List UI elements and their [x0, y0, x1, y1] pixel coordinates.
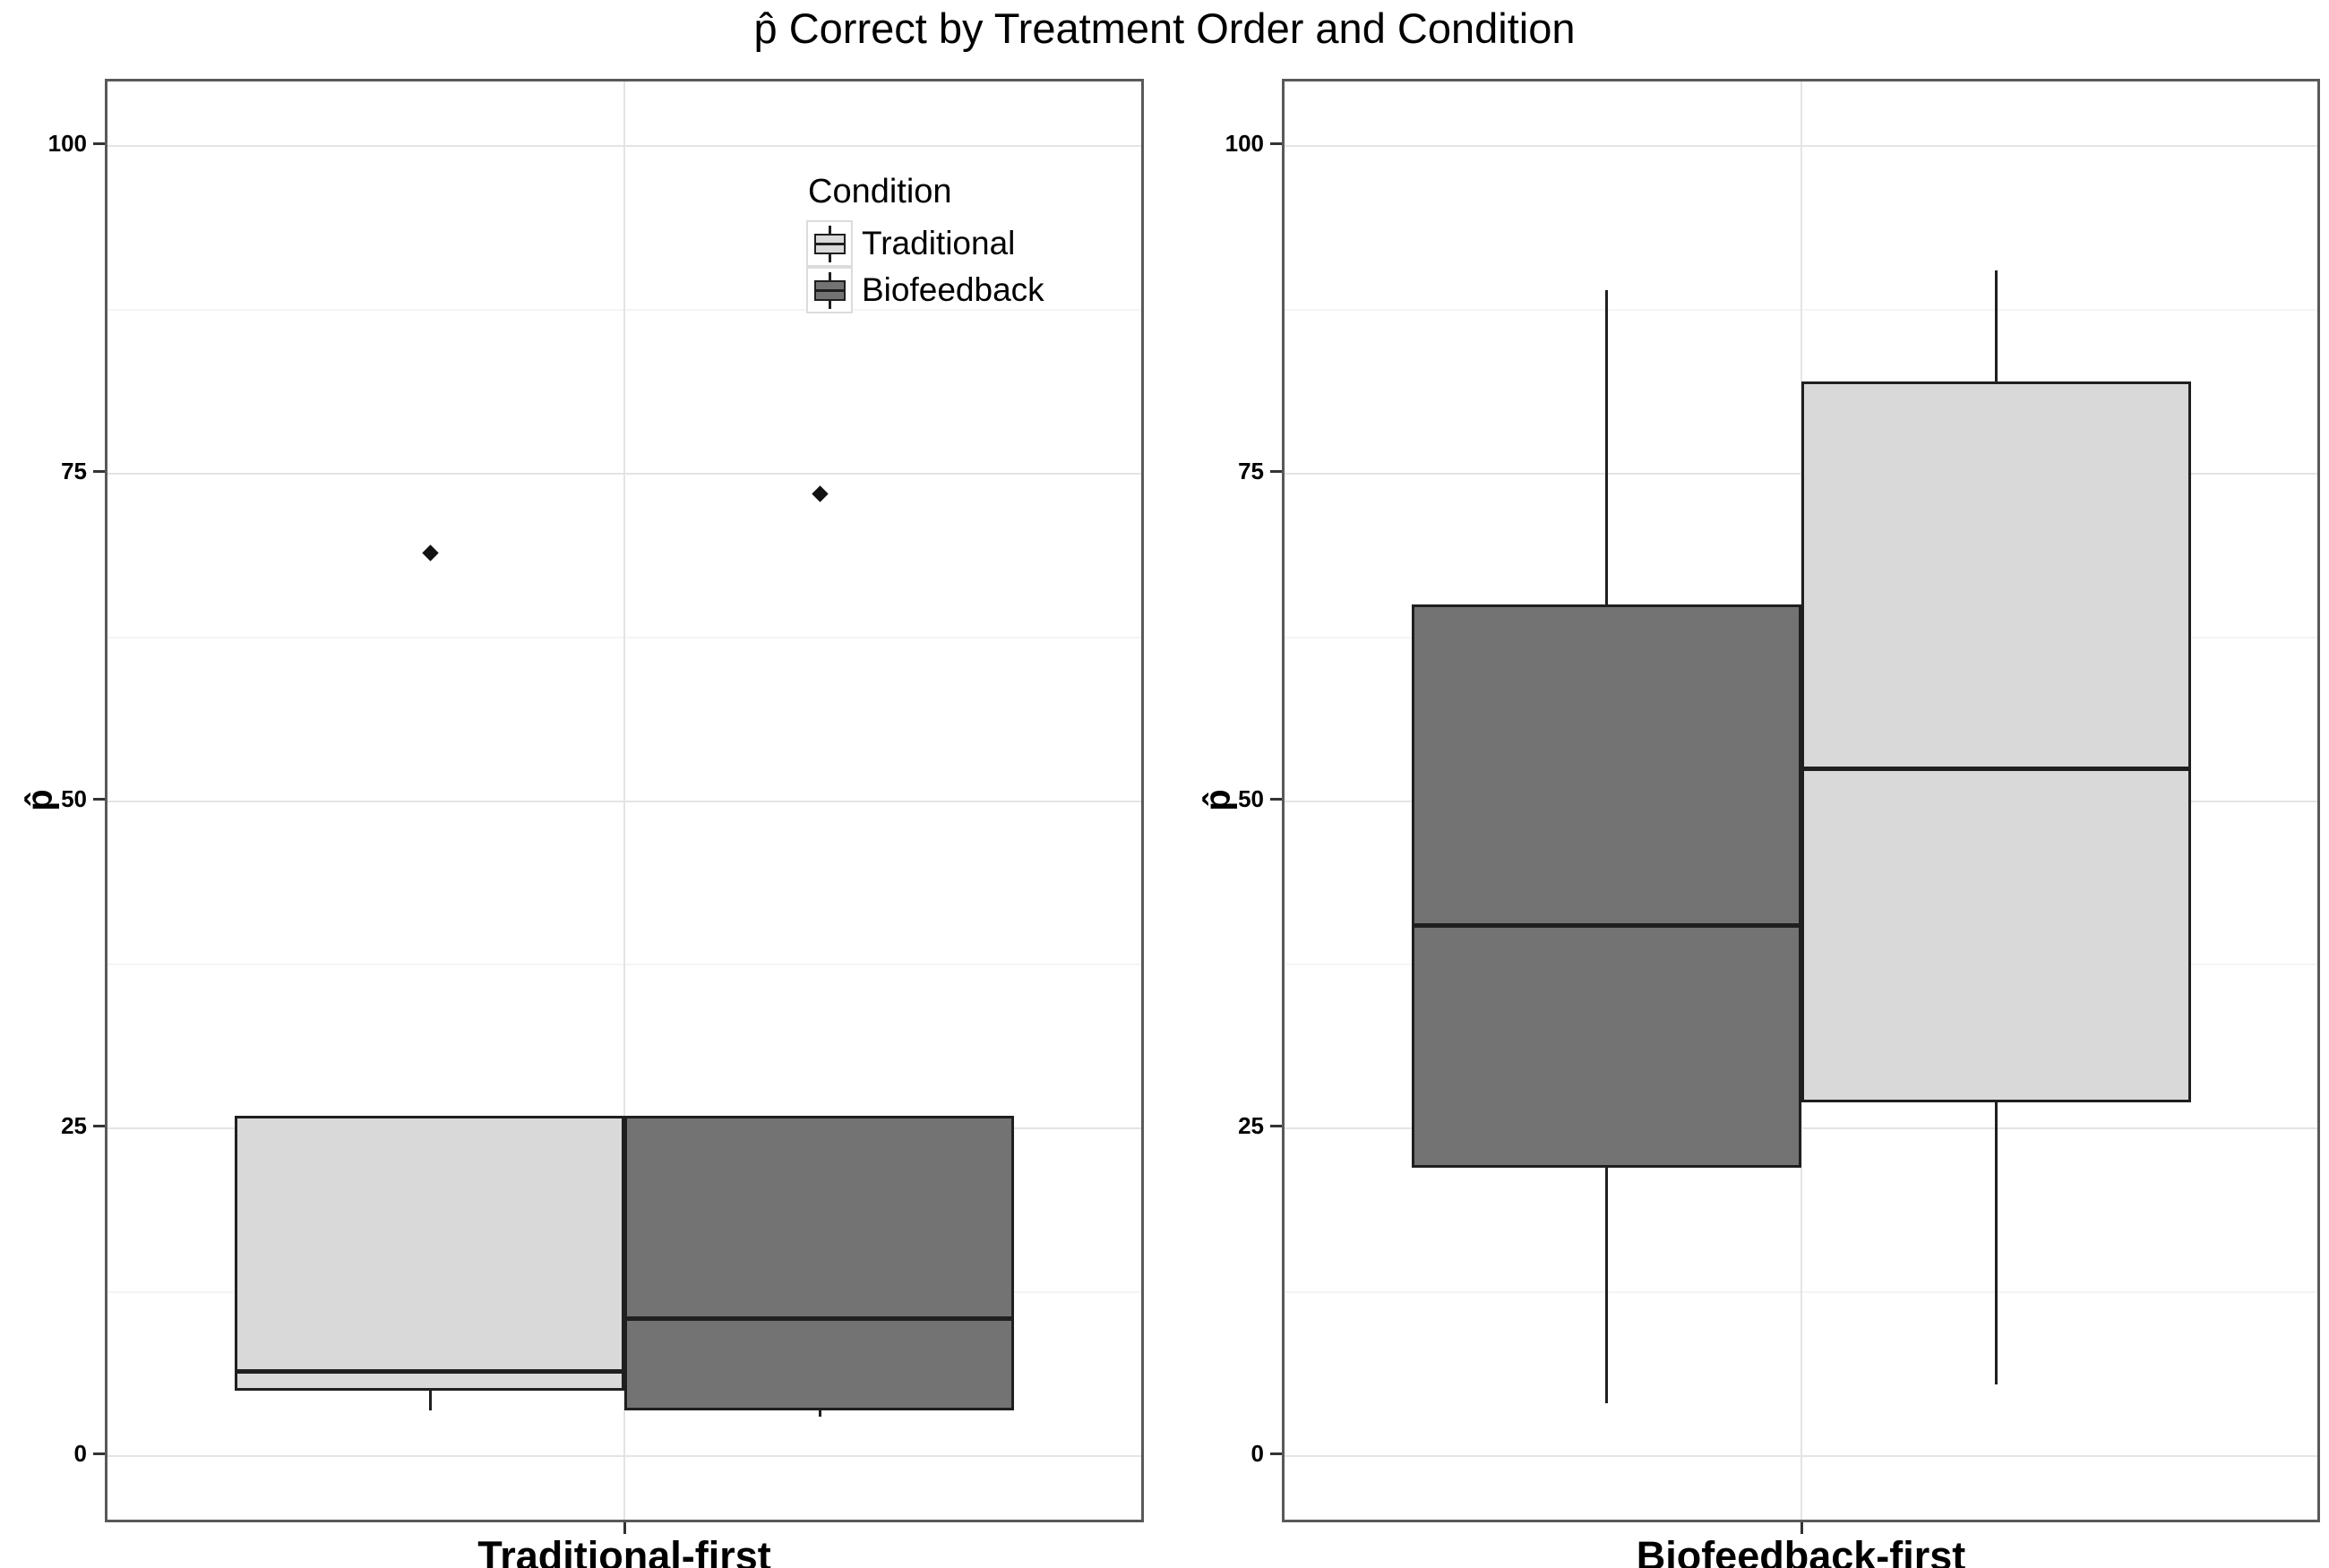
boxplot-box-traditional — [1800, 381, 2191, 1102]
y-tick-mark — [1270, 469, 1282, 473]
x-tick-mark — [1800, 1522, 1803, 1534]
y-tick-mark — [93, 1125, 105, 1128]
boxplot-box-biofeedback — [1411, 604, 1801, 1169]
chart-title: p̂ Correct by Treatment Order and Condit… — [753, 4, 1576, 52]
legend-label: Biofeedback — [862, 271, 1044, 308]
y-tick-label: 75 — [61, 457, 87, 484]
legend-key-biofeedback-icon — [806, 267, 853, 313]
legend: Condition Traditional Biofeedback — [806, 173, 1182, 313]
y-tick-label: 0 — [1250, 1440, 1264, 1467]
x-tick-mark — [623, 1522, 626, 1534]
y-tick-mark — [93, 1452, 105, 1455]
median-line — [624, 1316, 1014, 1322]
legend-row-biofeedback: Biofeedback — [806, 267, 1182, 313]
y-tick-label: 100 — [1225, 130, 1264, 157]
y-tick-label: 50 — [61, 784, 87, 812]
upper-whisker — [1995, 270, 1998, 382]
lower-whisker — [1605, 1168, 1608, 1404]
lower-whisker — [818, 1409, 821, 1418]
y-tick-mark — [1270, 142, 1282, 145]
y-tick-mark — [1270, 1452, 1282, 1455]
lower-whisker — [1995, 1101, 1998, 1384]
y-tick-label: 0 — [73, 1440, 87, 1467]
legend-label: Traditional — [862, 225, 1016, 261]
y-tick-label: 100 — [47, 130, 87, 157]
median-line — [1800, 766, 2191, 771]
y-tick-label: 25 — [61, 1112, 87, 1140]
y-tick-mark — [93, 797, 105, 801]
outlier-point — [421, 544, 439, 561]
y-tick-label: 25 — [1238, 1112, 1264, 1140]
median-line — [235, 1368, 624, 1374]
median-line — [1411, 923, 1801, 929]
y-tick-mark — [93, 142, 105, 145]
boxplot-box-biofeedback — [624, 1115, 1014, 1410]
legend-median-icon — [814, 243, 846, 245]
y-tick-mark — [93, 469, 105, 473]
major-gridline-vertical — [623, 81, 625, 1520]
x-category-label: Traditional-first — [477, 1533, 771, 1568]
outlier-point — [811, 484, 829, 502]
boxplot-box-traditional — [235, 1115, 624, 1391]
upper-whisker — [1605, 289, 1608, 605]
x-category-label: Biofeedback-first — [1636, 1533, 1966, 1568]
panel-biofeedback-first — [1282, 79, 2320, 1522]
y-tick-label: 50 — [1238, 784, 1264, 812]
legend-title: Condition — [808, 173, 952, 210]
legend-median-icon — [814, 289, 846, 292]
panel-traditional-first — [105, 79, 1144, 1522]
y-tick-mark — [1270, 797, 1282, 801]
lower-whisker — [428, 1390, 432, 1410]
legend-key-traditional-icon — [806, 220, 853, 267]
legend-row-traditional: Traditional — [806, 220, 1182, 267]
y-tick-label: 75 — [1238, 457, 1264, 484]
y-tick-mark — [1270, 1125, 1282, 1128]
